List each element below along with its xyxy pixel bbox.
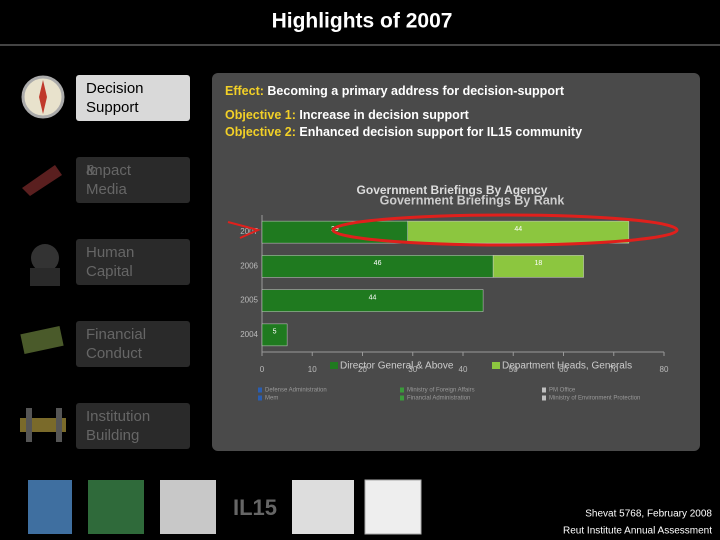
nav-box	[76, 239, 190, 285]
highlight-arrow	[227, 221, 261, 239]
objective-label: Objective 2:	[225, 125, 296, 139]
bar	[261, 289, 484, 312]
sidebar-icons	[20, 75, 66, 442]
data-label: 29	[331, 226, 339, 233]
agency-swatch	[542, 387, 546, 393]
nav-label: Decision Support	[86, 80, 144, 116]
agency-label: PM Office	[549, 388, 576, 394]
effect-label: Effect:	[225, 84, 264, 98]
agency-label: Financial Administration	[407, 396, 470, 402]
nav-box	[76, 403, 190, 449]
objective-text: Increase in decision support	[299, 108, 469, 122]
logo: IL15	[233, 495, 277, 520]
chart-subtitle: Government Briefings By Agency	[357, 183, 548, 197]
x-tick-label: 50	[509, 365, 518, 374]
nav-label: Human Capital	[86, 244, 134, 280]
footer-date: Shevat 5768, February 2008	[585, 509, 712, 520]
x-tick-label: 40	[459, 365, 468, 374]
x-tick-label: 30	[408, 365, 417, 374]
x-tick-label: 0	[260, 365, 265, 374]
data-label: 18	[534, 260, 542, 267]
agency-swatch	[258, 395, 262, 401]
x-tick-label: 80	[660, 365, 669, 374]
agency-label: Ministry of Foreign Affairs	[407, 388, 475, 394]
bar	[407, 220, 630, 244]
nav-box	[76, 75, 190, 121]
nav-box	[76, 321, 190, 367]
slide-title: Highlights of 2007	[272, 10, 453, 33]
y-tick-label: 2006	[240, 261, 258, 270]
nav-label: Impact & Media	[86, 162, 135, 198]
x-tick-label: 20	[358, 365, 367, 374]
y-tick-label: 2005	[240, 296, 258, 305]
nav-label: Financial Conduct	[86, 326, 146, 362]
highlight-ellipse	[331, 213, 679, 247]
agency-swatch	[258, 387, 262, 393]
objective: Objective 2: Enhanced decision support f…	[225, 125, 582, 139]
objective-text: Enhanced decision support for IL15 commu…	[299, 125, 582, 139]
nav-box	[76, 157, 190, 203]
bottom-icons	[28, 479, 422, 535]
legend-swatch	[492, 362, 500, 369]
legend-label: Department Heads, Generals	[502, 361, 632, 372]
y-tick-label: 2007	[240, 227, 258, 236]
sidebar: Decision Support Impact & Media Human Capital…	[76, 75, 190, 449]
agency-swatch	[400, 387, 404, 393]
nav-label: Institution Building	[86, 408, 150, 444]
legend-swatch	[330, 362, 338, 369]
agency-label: Defense Administration	[265, 388, 327, 394]
data-label: 44	[514, 226, 522, 233]
agency-label: Ministry of Environment Protection	[549, 396, 640, 402]
footer-org: Reut Institute Annual Assessment	[563, 526, 712, 537]
data-label: 44	[369, 294, 377, 301]
legend-label: Director General & Above	[340, 361, 454, 372]
data-label: 5	[273, 329, 277, 336]
chart-title: Government Briefings By Rank	[380, 193, 565, 207]
effect: Effect: Becoming a primary address for d…	[225, 84, 565, 98]
y-tick-label: 2004	[240, 330, 258, 339]
agency-label: Mem	[265, 396, 278, 402]
data-label: 46	[374, 260, 382, 267]
x-tick-label: 10	[308, 365, 317, 374]
bar	[261, 323, 288, 347]
objective: Objective 1: Increase in decision suppor…	[225, 108, 470, 122]
effect-text: Becoming a primary address for decision-…	[267, 84, 564, 98]
bar	[492, 255, 584, 278]
objective-label: Objective 1:	[225, 108, 296, 122]
x-tick-label: 60	[559, 365, 568, 374]
agency-swatch	[542, 395, 546, 401]
x-tick-label: 70	[609, 365, 618, 374]
agency-swatch	[400, 395, 404, 401]
